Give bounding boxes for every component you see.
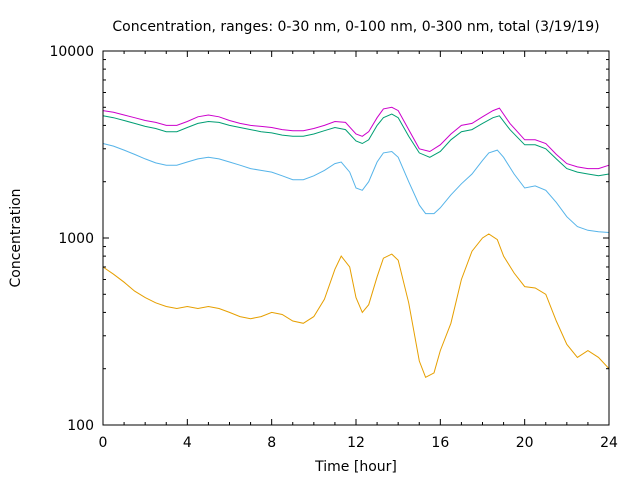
y-tick-label: 10000 [49, 44, 94, 60]
x-tick-label: 0 [99, 435, 108, 451]
series-line-4 [102, 106, 610, 170]
series-line-2 [102, 143, 610, 233]
x-axis-label: Time [hour] [314, 459, 397, 475]
x-tick-label: 4 [183, 435, 192, 451]
x-tick-label: 16 [431, 435, 449, 451]
y-tick-label: 100 [67, 418, 94, 434]
y-tick-label: 1000 [58, 231, 94, 247]
chart-title: Concentration, ranges: 0-30 nm, 0-100 nm… [112, 19, 599, 35]
x-tick-label: 12 [347, 435, 365, 451]
x-tick-label: 20 [516, 435, 534, 451]
x-tick-label: 8 [267, 435, 276, 451]
x-axis-ticks: 0 4 8 12 16 20 24 [99, 51, 618, 451]
y-axis-label: Concentration [8, 188, 24, 287]
series-line-3 [102, 113, 610, 177]
y-axis-ticks: 100 1000 10000 [49, 44, 609, 434]
x-tick-label: 24 [600, 435, 618, 451]
series-line-1 [102, 233, 610, 379]
series-layer [102, 106, 610, 379]
